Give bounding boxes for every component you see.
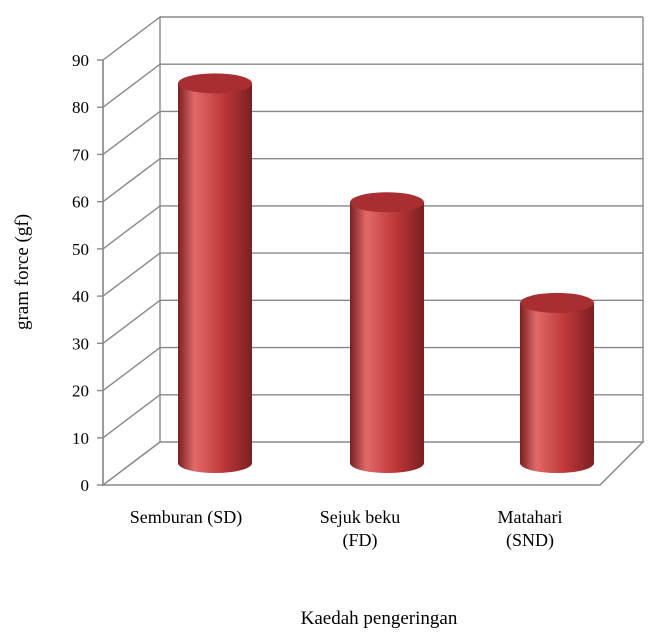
- y-tick-label: 50: [72, 240, 89, 259]
- bar-top: [350, 192, 424, 213]
- gridlines: [102, 63, 643, 439]
- y-tick-label: 40: [72, 287, 89, 306]
- y-axis: [97, 59, 104, 486]
- gridline: [102, 63, 643, 108]
- x-tick-label: Semburan (SD): [130, 507, 242, 528]
- y-tick-labels: 0 10 20 30 40 50 60 70 80 90: [72, 51, 89, 495]
- gridline: [102, 252, 643, 297]
- bar: [350, 192, 424, 474]
- bar: [520, 292, 594, 473]
- gridline: [102, 157, 643, 203]
- gridline: [102, 110, 643, 156]
- gridline: [102, 299, 643, 344]
- x-axis-title: Kaedah pengeringan: [301, 608, 458, 629]
- bars: [178, 73, 594, 474]
- bar-body: [178, 83, 252, 473]
- bar-body: [350, 202, 424, 474]
- y-tick-label: 60: [72, 193, 89, 212]
- y-tick-label: 80: [72, 98, 89, 117]
- bar-top: [178, 73, 252, 94]
- x-tick-labels: Semburan (SD) Sejuk beku (FD) Matahari (SND): [130, 507, 563, 551]
- y-tick-label: 10: [72, 429, 89, 448]
- x-tick-label: Sejuk beku (FD): [320, 507, 401, 551]
- gridline: [102, 394, 643, 439]
- gridline: [102, 205, 643, 250]
- bar-top: [520, 292, 594, 313]
- x-tick-label: Matahari (SND): [498, 507, 563, 551]
- y-tick-label: 70: [72, 145, 89, 164]
- y-tick-label: 90: [72, 51, 89, 70]
- side-wall: [102, 15, 161, 487]
- bar-body: [520, 302, 594, 473]
- y-tick-label: 20: [72, 382, 89, 401]
- bar: [178, 73, 252, 473]
- y-tick-label: 30: [72, 334, 89, 353]
- floor: [100, 441, 645, 486]
- y-axis-title: gram force (gf): [12, 214, 33, 330]
- y-tick-label: 0: [81, 476, 90, 495]
- gridline: [102, 346, 643, 392]
